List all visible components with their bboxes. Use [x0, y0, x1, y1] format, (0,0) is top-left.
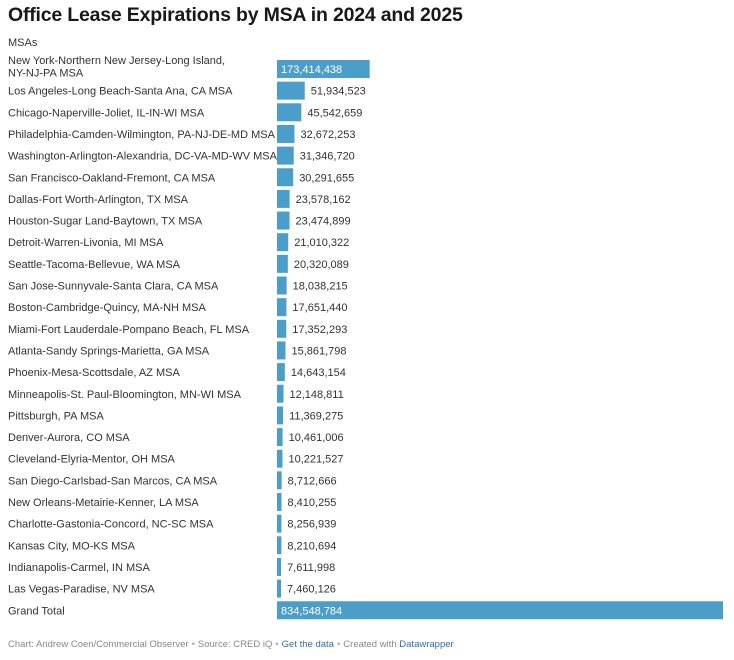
bar: [277, 298, 287, 317]
bar: [277, 601, 723, 620]
value-label: 21,010,322: [294, 237, 349, 249]
category-label: Phoenix-Mesa-Scottsdale, AZ MSA: [8, 367, 180, 379]
bar: [277, 146, 294, 165]
category-label: Pittsburgh, PA MSA: [8, 410, 104, 422]
category-label: Indianapolis-Carmel, IN MSA: [8, 562, 150, 574]
bar: [277, 449, 283, 468]
bar: [277, 471, 282, 490]
value-label: 18,038,215: [293, 281, 348, 293]
category-label: Washington-Arlington-Alexandria, DC-VA-M…: [8, 151, 278, 163]
category-label: Dallas-Fort Worth-Arlington, TX MSA: [8, 194, 189, 206]
value-label: 7,460,126: [287, 584, 336, 596]
value-label: 11,369,275: [289, 410, 343, 422]
value-label: 45,542,659: [307, 107, 362, 119]
bar: [277, 363, 285, 382]
value-label: 173,414,438: [281, 64, 342, 76]
category-label: New Orleans-Metairie-Kenner, LA MSA: [8, 497, 199, 509]
bar: [277, 189, 290, 208]
category-label: Seattle-Tacoma-Bellevue, WA MSA: [8, 259, 181, 271]
bar: [277, 254, 288, 273]
category-label: Atlanta-Sandy Springs-Marietta, GA MSA: [8, 345, 210, 357]
category-label: Cleveland-Elyria-Mentor, OH MSA: [8, 454, 176, 466]
category-label: Denver-Aurora, CO MSA: [8, 432, 130, 444]
source-note: Source: CRED iQ: [197, 639, 273, 650]
created-with-label: Created with: [343, 639, 397, 650]
value-label: 31,346,720: [300, 151, 355, 163]
category-label: Philadelphia-Camden-Wilmington, PA-NJ-DE…: [8, 129, 276, 141]
bar: [277, 341, 286, 360]
chart-title: Office Lease Expirations by MSA in 2024 …: [8, 4, 463, 26]
bar: [277, 319, 287, 338]
bar: [277, 406, 284, 425]
category-label: Chicago-Naperville-Joliet, IL-IN-WI MSA: [8, 107, 205, 119]
value-label: 23,578,162: [296, 194, 351, 206]
column-header: MSAs: [8, 37, 38, 49]
value-label: 834,548,784: [281, 605, 342, 617]
chart-footer: Chart: Andrew Coen/Commercial Observer • S…: [8, 639, 454, 650]
category-label: Houston-Sugar Land-Baytown, TX MSA: [8, 216, 203, 228]
value-label: 10,221,527: [288, 454, 343, 466]
bar: [277, 60, 370, 78]
value-label: 20,320,089: [294, 259, 349, 271]
value-label: 8,712,666: [288, 475, 337, 487]
value-label: 8,410,255: [287, 497, 336, 509]
category-label: San Francisco-Oakland-Fremont, CA MSA: [8, 172, 216, 184]
category-label: New York-Northern New Jersey-Long Island…: [8, 55, 225, 80]
value-label: 8,256,939: [287, 519, 336, 531]
bar: [277, 211, 290, 230]
category-label: Grand Total: [8, 605, 65, 617]
value-label: 12,148,811: [289, 389, 343, 401]
value-label: 17,352,293: [292, 324, 347, 336]
value-label: 15,861,798: [291, 345, 346, 357]
datawrapper-link[interactable]: Datawrapper: [399, 639, 454, 650]
bar: [277, 514, 282, 533]
category-label: Los Angeles-Long Beach-Santa Ana, CA MSA: [8, 86, 233, 98]
bar: [277, 124, 295, 143]
bar: [277, 557, 282, 576]
bar: [277, 103, 302, 122]
category-label: Charlotte-Gastonia-Concord, NC-SC MSA: [8, 519, 214, 531]
bar: [277, 276, 287, 295]
value-label: 14,643,154: [291, 367, 346, 379]
bar: [277, 81, 305, 100]
category-label: Minneapolis-St. Paul-Bloomington, MN-WI …: [8, 389, 242, 401]
category-label: Boston-Cambridge-Quincy, MA-NH MSA: [8, 302, 207, 314]
bar: [277, 233, 289, 252]
category-label: San Jose-Sunnyvale-Santa Clara, CA MSA: [8, 281, 219, 293]
category-label: San Diego-Carlsbad-San Marcos, CA MSA: [8, 475, 218, 487]
bar: [277, 168, 294, 187]
value-label: 23,474,899: [296, 216, 351, 228]
value-label: 7,611,998: [287, 562, 335, 574]
value-label: 10,461,006: [289, 432, 344, 444]
category-label: Detroit-Warren-Livonia, MI MSA: [8, 237, 164, 249]
bar-chart: New York-Northern New Jersey-Long Island…: [8, 55, 723, 620]
bar: [277, 579, 281, 598]
bar: [277, 536, 282, 555]
get-data-link[interactable]: Get the data: [281, 639, 334, 650]
value-label: 32,672,253: [300, 129, 355, 141]
value-label: 30,291,655: [299, 172, 354, 184]
value-label: 8,210,694: [287, 540, 336, 552]
category-label: Miami-Fort Lauderdale-Pompano Beach, FL …: [8, 324, 250, 336]
bar: [277, 493, 282, 511]
bar: [277, 428, 283, 447]
category-label: Las Vegas-Paradise, NV MSA: [8, 584, 155, 596]
bar: [277, 384, 284, 403]
value-label: 51,934,523: [311, 86, 366, 98]
category-label: Kansas City, MO-KS MSA: [8, 540, 136, 552]
chart-credit: Chart: Andrew Coen/Commercial Observer: [8, 639, 189, 650]
value-label: 17,651,440: [292, 302, 347, 314]
